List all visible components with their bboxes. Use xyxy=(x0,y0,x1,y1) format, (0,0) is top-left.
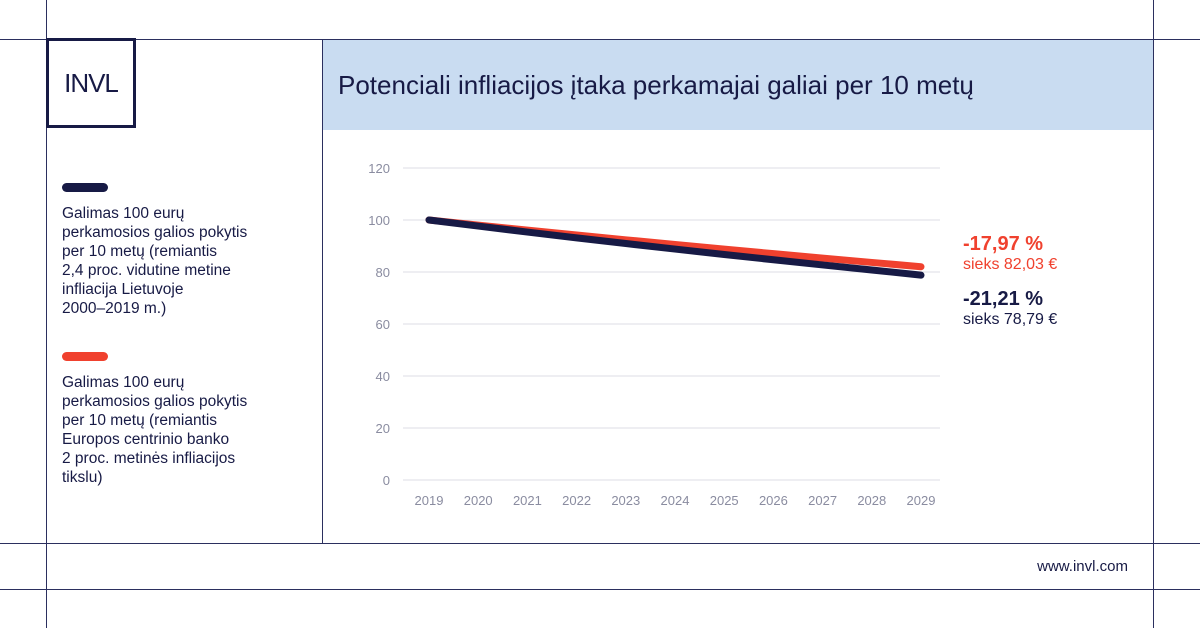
x-tick-label: 2025 xyxy=(710,493,739,508)
y-tick-label: 0 xyxy=(383,473,390,488)
end-label-navy: -21,21 % sieks 78,79 € xyxy=(963,288,1057,330)
end-label-red-pct: -17,97 % xyxy=(963,233,1044,255)
end-label-navy-value: sieks 78,79 € xyxy=(963,311,1058,328)
x-tick-label: 2019 xyxy=(415,493,444,508)
legend-swatch-navy xyxy=(62,183,108,192)
logo-text: INVL xyxy=(64,67,119,98)
chart-title: Potenciali infliacijos įtaka perkamajai … xyxy=(338,69,974,100)
series-line-navy xyxy=(425,216,925,279)
frame-line-top xyxy=(0,39,1200,40)
legend-entry-red: Galimas 100 eurų perkamosios galios poky… xyxy=(62,352,302,487)
frame-line-right xyxy=(1153,0,1154,628)
x-tick-label: 2028 xyxy=(857,493,886,508)
y-tick-label: 40 xyxy=(376,369,390,384)
legend-label-navy: Galimas 100 eurų perkamosios galios poky… xyxy=(62,205,248,317)
x-tick-label: 2022 xyxy=(562,493,591,508)
y-tick-label: 60 xyxy=(376,317,390,332)
y-tick-label: 120 xyxy=(368,161,390,176)
x-tick-label: 2024 xyxy=(661,493,690,508)
y-tick-label: 100 xyxy=(368,213,390,228)
y-tick-label: 80 xyxy=(376,265,390,280)
x-tick-label: 2027 xyxy=(808,493,837,508)
x-tick-label: 2026 xyxy=(759,493,788,508)
x-tick-label: 2023 xyxy=(611,493,640,508)
end-label-navy-pct: -21,21 % xyxy=(963,288,1044,310)
axis-layer: 0 20 40 60 80 100 120 2019 2020 2021 2022 2023 2024 2… xyxy=(368,161,935,508)
legend-swatch-red xyxy=(62,352,108,361)
grid-layer xyxy=(403,167,940,481)
frame-line-left xyxy=(46,0,47,628)
end-label-red-value: sieks 82,03 € xyxy=(963,256,1058,273)
x-tick-label: 2029 xyxy=(907,493,936,508)
invl-logo: INVL xyxy=(46,38,136,128)
title-bar: Potenciali infliacijos įtaka perkamajai … xyxy=(323,40,1153,130)
x-tick-label: 2020 xyxy=(464,493,493,508)
y-tick-label: 20 xyxy=(376,421,390,436)
frame-line-bottom xyxy=(0,589,1200,590)
end-label-red: -17,97 % sieks 82,03 € xyxy=(963,233,1057,275)
legend-entry-navy: Galimas 100 eurų perkamosios galios poky… xyxy=(62,183,302,318)
series-layer xyxy=(425,216,925,279)
website-link[interactable]: www.invl.com xyxy=(1037,558,1128,575)
frame-line-divider xyxy=(322,39,323,544)
frame-line-mid xyxy=(0,543,1200,544)
x-tick-label: 2021 xyxy=(513,493,542,508)
legend-label-red: Galimas 100 eurų perkamosios galios poky… xyxy=(62,374,248,486)
